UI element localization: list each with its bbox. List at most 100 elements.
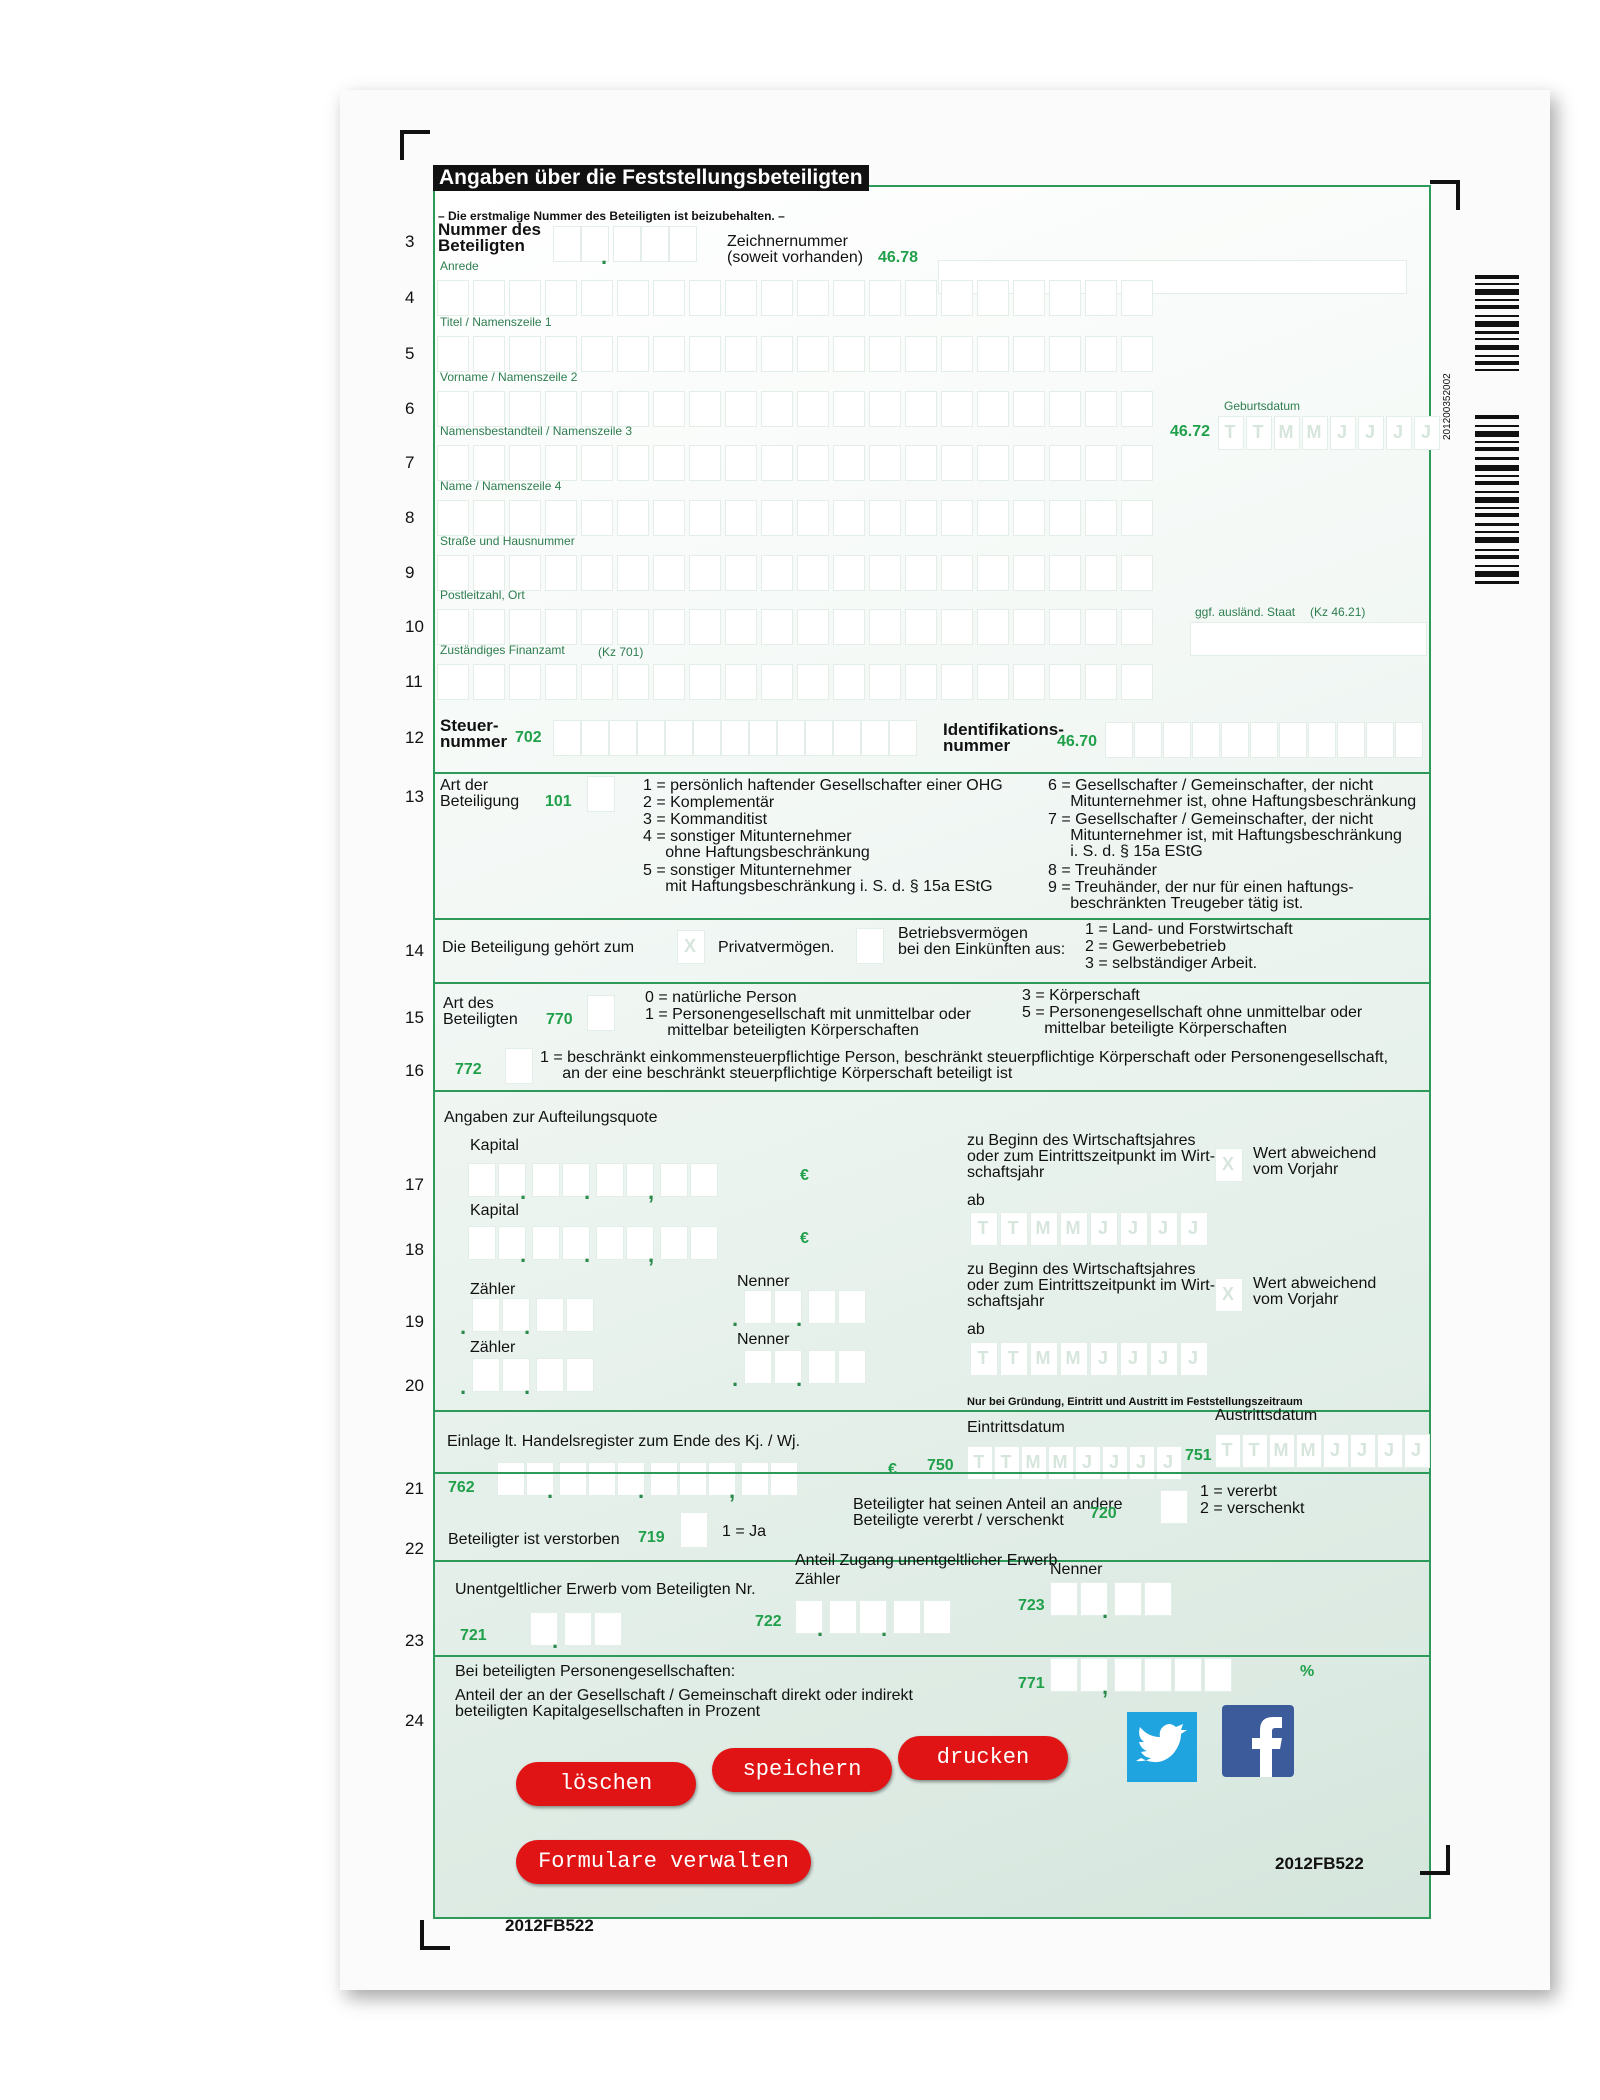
date-placeholder: J xyxy=(1097,1348,1108,1368)
input-box xyxy=(653,445,685,481)
corner-mark xyxy=(400,130,430,160)
date-placeholder: J xyxy=(1410,1440,1421,1460)
input-box xyxy=(473,500,505,536)
date-placeholder: J xyxy=(1097,1218,1108,1238)
input-box xyxy=(761,500,793,536)
input-box xyxy=(1075,1446,1101,1480)
date-placeholder: T xyxy=(1221,1440,1233,1460)
input-box xyxy=(1049,391,1081,427)
input-box xyxy=(581,555,613,591)
separator: . xyxy=(732,1366,739,1391)
input-box xyxy=(626,1163,654,1197)
label: Privatvermögen. xyxy=(718,939,835,956)
option: 1 = persönlich haftender Gesellschafter … xyxy=(643,777,1003,794)
label: Identifikations- nummer xyxy=(943,720,1064,755)
code: 772 xyxy=(455,1061,482,1078)
separator: . xyxy=(460,1314,467,1339)
date-placeholder: M xyxy=(1273,1440,1289,1460)
code: 770 xyxy=(546,1011,573,1028)
input-box xyxy=(1120,1212,1148,1246)
input-box xyxy=(473,445,505,481)
field-label: Vorname / Namenszeile 2 xyxy=(440,370,578,384)
input-box xyxy=(721,720,749,756)
row-number: 6 xyxy=(405,399,415,418)
input-box xyxy=(689,391,721,427)
date-placeholder: J xyxy=(1157,1218,1168,1238)
button[interactable]: drucken xyxy=(898,1736,1068,1780)
input-box xyxy=(1050,1582,1078,1616)
input-box xyxy=(977,336,1009,372)
input-box xyxy=(637,720,665,756)
input-box xyxy=(545,336,577,372)
facebook-icon[interactable] xyxy=(1222,1705,1294,1777)
label: Austrittsdatum xyxy=(1215,1407,1318,1424)
input-box xyxy=(1013,555,1045,591)
input-box xyxy=(1221,722,1249,758)
code: 719 xyxy=(638,1529,665,1546)
input-box xyxy=(1013,336,1045,372)
input-box xyxy=(581,720,609,756)
input-box xyxy=(1049,609,1081,645)
separator: . xyxy=(547,1478,554,1503)
input-box xyxy=(566,1298,594,1332)
input-box xyxy=(708,1462,736,1496)
separator-line xyxy=(433,1410,1429,1412)
input-box xyxy=(660,1163,688,1197)
row-number: 10 xyxy=(405,617,424,636)
corner-mark xyxy=(1430,180,1460,210)
input-box xyxy=(1160,1490,1188,1524)
input-box xyxy=(581,500,613,536)
input-box xyxy=(559,1462,587,1496)
button[interactable]: Formulare verwalten xyxy=(516,1840,811,1884)
input-box xyxy=(725,280,757,316)
input-box xyxy=(774,1290,802,1324)
input-box xyxy=(1180,1212,1208,1246)
label: Angaben zur Aufteilungsquote xyxy=(444,1109,658,1126)
input-box xyxy=(905,391,937,427)
input-box xyxy=(677,930,705,964)
input-box xyxy=(1121,280,1153,316)
label: Beteiligter ist verstorben xyxy=(448,1531,620,1548)
input-box xyxy=(1085,500,1117,536)
input-box xyxy=(509,445,541,481)
date-placeholder: J xyxy=(1127,1348,1138,1368)
input-box xyxy=(725,609,757,645)
input-box xyxy=(1120,1342,1148,1376)
separator: . xyxy=(524,1374,531,1399)
input-box xyxy=(581,445,613,481)
input-box xyxy=(509,391,541,427)
input-box xyxy=(1000,1342,1028,1376)
input-box xyxy=(581,391,613,427)
label: Art des Beteiligten xyxy=(443,995,518,1028)
input-box xyxy=(1090,1342,1118,1376)
input-box xyxy=(437,664,469,700)
date-placeholder: J xyxy=(1364,422,1375,442)
input-box xyxy=(689,280,721,316)
input-box xyxy=(1163,722,1191,758)
input-box xyxy=(1030,1212,1058,1246)
input-box xyxy=(797,555,829,591)
twitter-icon[interactable] xyxy=(1127,1712,1197,1782)
separator: . xyxy=(520,1242,527,1267)
input-box xyxy=(941,336,973,372)
input-box xyxy=(690,1226,718,1260)
code: 762 xyxy=(448,1479,475,1496)
date-placeholder: T xyxy=(1007,1218,1019,1238)
input-box xyxy=(617,664,649,700)
input-box xyxy=(1150,1342,1178,1376)
separator: , xyxy=(1102,1674,1109,1699)
input-box xyxy=(1121,391,1153,427)
input-box xyxy=(1114,1582,1142,1616)
row-number: 19 xyxy=(405,1312,424,1331)
input-box xyxy=(905,445,937,481)
option: 5 = sonstiger Mitunternehmer mit Haftung… xyxy=(643,862,993,895)
option: 3 = Körperschaft xyxy=(1022,987,1140,1004)
label: Kapital xyxy=(470,1202,519,1219)
option: 1 = vererbt xyxy=(1200,1483,1277,1500)
row-number: 16 xyxy=(405,1061,424,1080)
input-box xyxy=(1085,609,1117,645)
button[interactable]: löschen xyxy=(516,1762,696,1806)
button[interactable]: speichern xyxy=(712,1748,892,1792)
row-number: 14 xyxy=(405,941,424,960)
input-box xyxy=(833,391,865,427)
